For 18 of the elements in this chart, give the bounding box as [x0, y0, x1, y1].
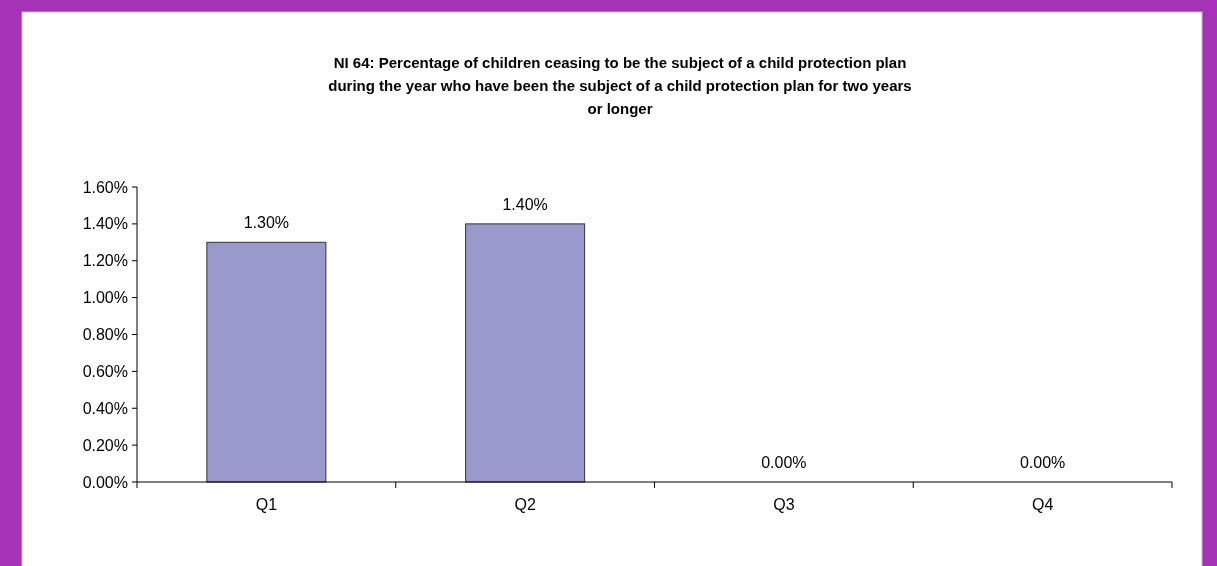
y-tick-label: 1.40%	[82, 215, 128, 233]
y-tick-label: 1.60%	[82, 178, 128, 196]
data-label: 0.00%	[1019, 454, 1066, 471]
x-tick-label: Q2	[514, 496, 536, 513]
y-tick-label: 0.80%	[82, 326, 128, 344]
y-tick-label: 1.20%	[82, 252, 128, 270]
x-tick-label: Q1	[255, 496, 278, 513]
data-label: 1.30%	[243, 214, 290, 232]
y-tick-label: 0.60%	[82, 362, 128, 380]
y-tick-label: 0.40%	[82, 399, 128, 417]
y-tick-label: 0.20%	[82, 436, 128, 454]
data-label: 1.40%	[502, 195, 548, 213]
x-tick-label: Q3	[773, 496, 795, 513]
y-tick-label: 0.00%	[82, 473, 128, 491]
data-label: 0.00%	[761, 454, 807, 471]
y-tick-label: 1.00%	[82, 289, 128, 307]
x-tick-label: Q4	[1031, 496, 1054, 513]
chart-title: NI 64: Percentage of children ceasing to be the subject of a child protection plan during the year who have been the subject of a child protection plan for two years or longer	[328, 54, 912, 117]
